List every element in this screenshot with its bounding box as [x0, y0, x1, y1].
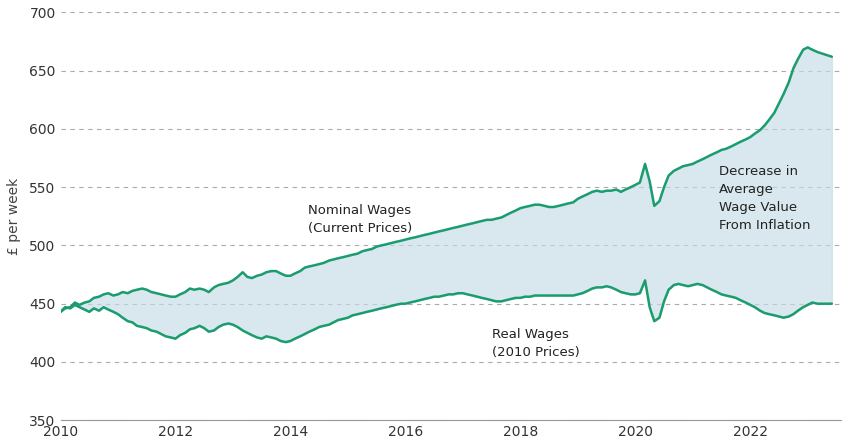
Y-axis label: £ per week: £ per week — [7, 178, 21, 255]
Text: Real Wages
(2010 Prices): Real Wages (2010 Prices) — [492, 328, 579, 359]
Text: Nominal Wages
(Current Prices): Nominal Wages (Current Prices) — [308, 204, 412, 235]
Text: Decrease in
Average
Wage Value
From Inflation: Decrease in Average Wage Value From Infl… — [718, 165, 810, 232]
